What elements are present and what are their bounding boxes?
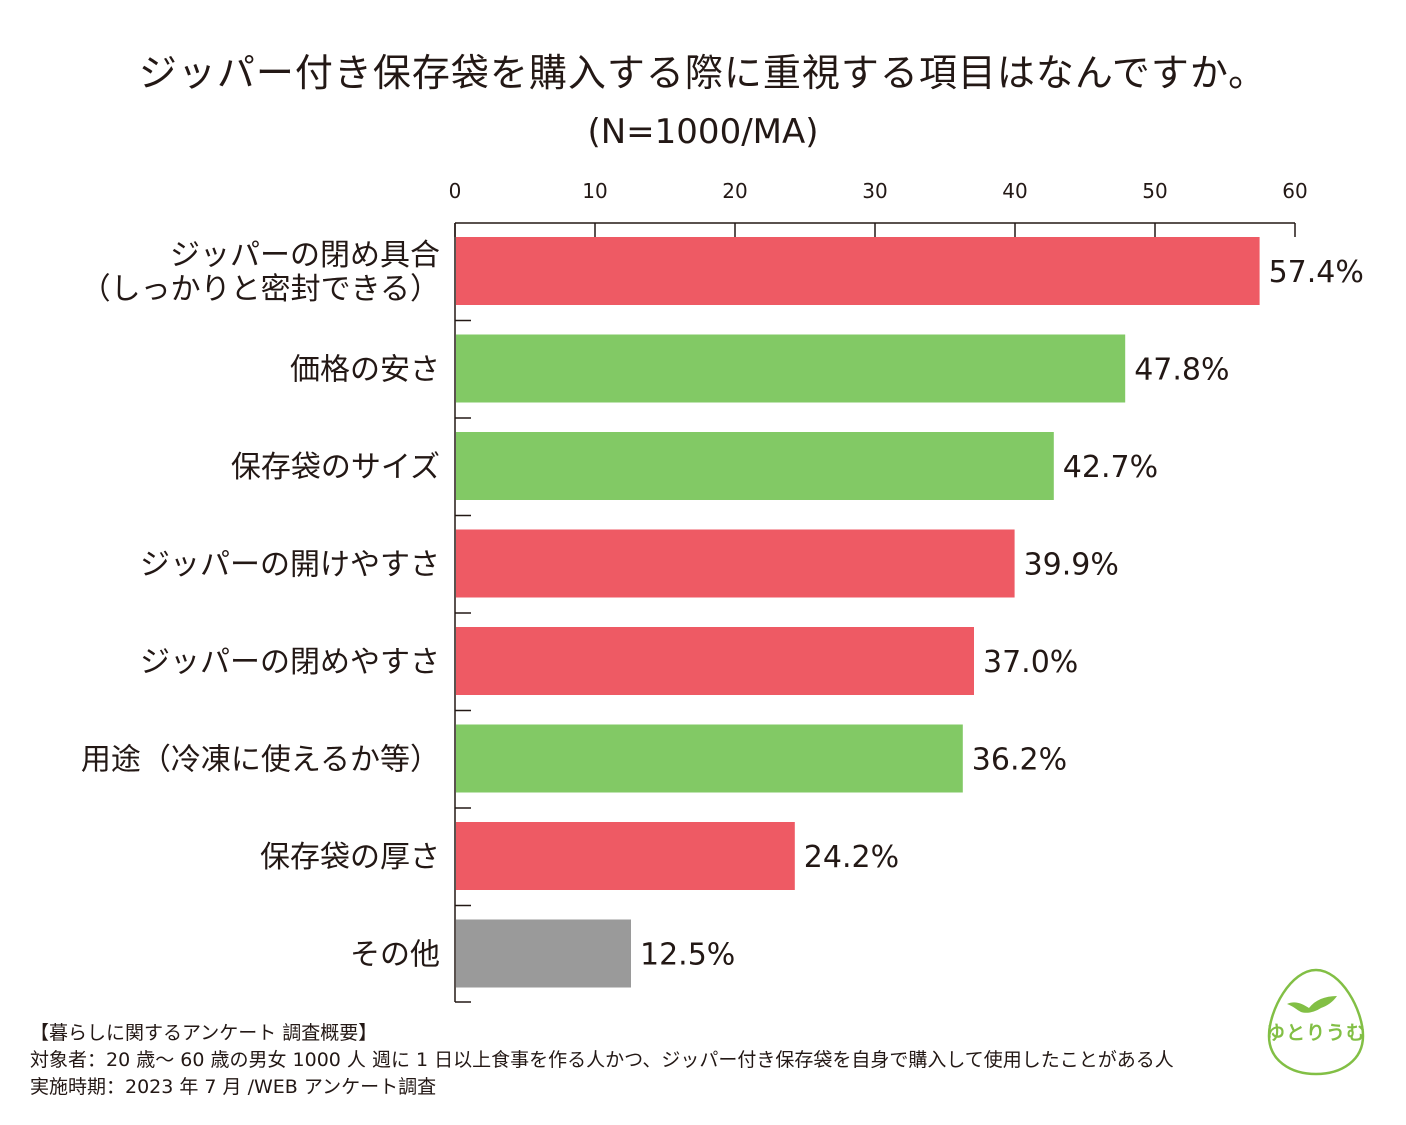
x-tick-label: 60 [1282,179,1307,203]
value-label: 47.8% [1134,353,1229,388]
x-tick-label: 40 [1002,179,1027,203]
value-label: 42.7% [1063,450,1158,485]
category-label: 保存袋のサイズ [231,450,440,485]
bar [456,627,974,695]
bar [456,237,1260,305]
category-label: 価格の安さ [290,353,440,388]
x-tick-label: 0 [449,179,462,203]
value-label: 39.9% [1024,548,1119,583]
bird-egg-icon [1267,968,1365,1076]
category-label: 用途（冷凍に使えるか等） [81,743,440,778]
bar [456,724,963,793]
chart-title: ジッパー付き保存袋を購入する際に重視する項目はなんですか。 [138,51,1268,95]
survey-target: 対象者：20 歳〜 60 歳の男女 1000 人 週に 1 日以上食事を作る人か… [30,1049,1174,1071]
x-tick-label: 50 [1142,179,1167,203]
category-label: 保存袋の厚さ [260,840,440,875]
value-label: 12.5% [640,938,735,973]
survey-summary: 【暮らしに関するアンケート 調査概要】 対象者：20 歳〜 60 歳の男女 10… [30,1020,1174,1101]
chart-subtitle: (N=1000/MA) [587,112,819,152]
category-label: （しっかりと密封できる） [81,272,440,307]
x-tick-label: 20 [722,179,747,203]
category-label: その他 [350,938,440,973]
brand-logo: ゆとりうむ [1263,966,1369,1078]
x-tick-label: 10 [582,179,607,203]
category-label: ジッパーの閉めやすさ [140,645,440,680]
bar [456,919,631,988]
bar [456,432,1054,500]
bar [456,822,795,890]
category-label: ジッパーの閉め具合 [170,238,440,273]
category-label: ジッパーの開けやすさ [140,548,440,583]
value-label: 57.4% [1269,255,1364,290]
logo-text: ゆとりうむ [1265,1022,1366,1044]
value-label: 24.2% [804,840,899,875]
survey-heading: 【暮らしに関するアンケート 調査概要】 [30,1022,378,1044]
survey-period: 実施時期：2023 年 7 月 /WEB アンケート調査 [30,1076,437,1098]
value-label: 37.0% [983,645,1078,680]
x-tick-label: 30 [862,179,887,203]
value-label: 36.2% [972,743,1067,778]
bar [456,334,1126,403]
bar [456,529,1015,598]
